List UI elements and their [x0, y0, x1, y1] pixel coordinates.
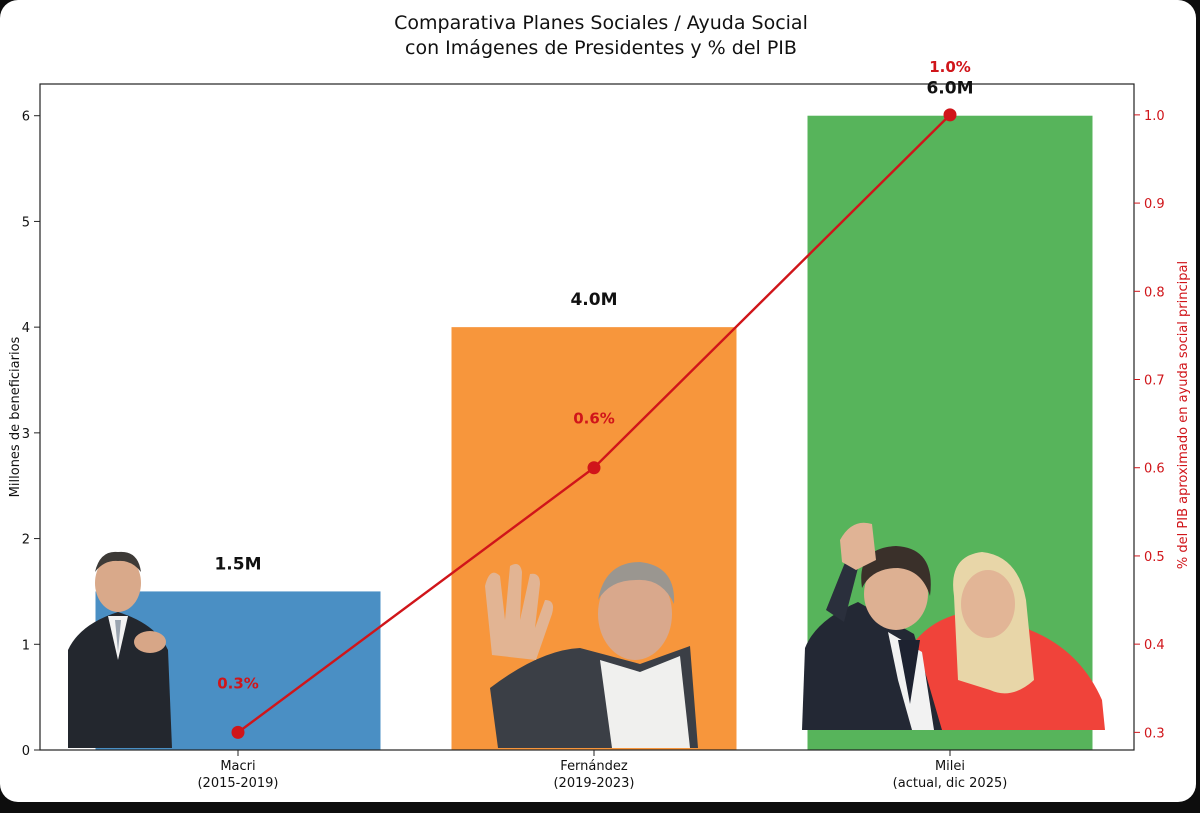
gdp-point-label: 0.6%: [573, 410, 615, 428]
left-tick-label: 5: [22, 215, 30, 230]
x-tick-label-period: (2015-2019): [197, 776, 278, 791]
axes-layer: 0 1 2 3 4 5 6 Millones de beneficiarios 0.3 0.4 0.…: [8, 83, 1191, 791]
gdp-point: [231, 725, 245, 739]
right-tick-label: 0.9: [1144, 197, 1165, 212]
chart-title-line-2: con Imágenes de Presidentes y % del PIB: [405, 37, 797, 59]
right-tick-label: 1.0: [1144, 109, 1165, 124]
x-tick-label-name: Fernández: [560, 759, 628, 774]
right-tick-label: 0.5: [1144, 550, 1165, 565]
gdp-point-label: 1.0%: [929, 58, 971, 76]
plot-frame: [39, 83, 1135, 751]
gdp-line-layer: [231, 108, 957, 739]
macri-photo: [68, 551, 172, 748]
bar-value-label: 1.5M: [214, 554, 261, 574]
right-tick-label: 0.4: [1144, 638, 1165, 653]
x-tick-label-period: (2019-2023): [553, 776, 634, 791]
x-tick-label-name: Milei: [935, 759, 965, 774]
gdp-point: [587, 461, 601, 475]
labels-layer: 1.5M 4.0M 6.0M 0.3% 0.6% 1.0%: [214, 58, 973, 692]
right-tick-label: 0.8: [1144, 285, 1165, 300]
milei-photo: [802, 522, 1105, 730]
left-tick-label: 4: [22, 321, 30, 336]
left-tick-label: 2: [22, 533, 30, 548]
x-tick-label-name: Macri: [220, 759, 255, 774]
left-tick-label: 1: [22, 638, 30, 653]
fernandez-photo: [485, 562, 698, 748]
right-tick-label: 0.3: [1144, 726, 1165, 741]
right-tick-label: 0.6: [1144, 462, 1165, 477]
x-tick-label-period: (actual, dic 2025): [893, 776, 1008, 791]
right-tick-label: 0.7: [1144, 374, 1165, 389]
left-tick-label: 3: [22, 427, 30, 442]
gdp-point-label: 0.3%: [217, 674, 259, 692]
gdp-point: [943, 108, 957, 122]
left-tick-label: 0: [22, 744, 30, 759]
left-axis-label: Millones de beneficiarios: [8, 336, 23, 497]
right-axis-label: % del PIB aproximado en ayuda social pri…: [1176, 261, 1191, 569]
left-tick-label: 6: [22, 110, 30, 125]
chart-title-line-1: Comparativa Planes Sociales / Ayuda Soci…: [394, 12, 808, 34]
bar-value-label: 6.0M: [926, 79, 973, 99]
bar-value-label: 4.0M: [570, 290, 617, 310]
